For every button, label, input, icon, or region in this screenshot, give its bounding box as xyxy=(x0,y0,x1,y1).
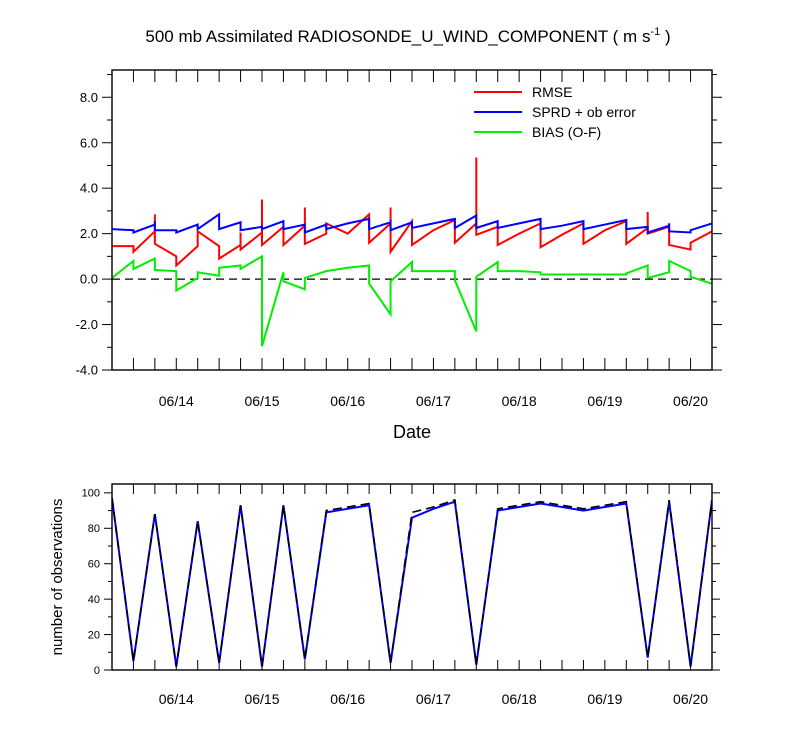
x-tick-label-06-19: 06/19 xyxy=(587,393,622,409)
y-tick-label: 100 xyxy=(82,488,100,500)
x-tick-label-06-20: 06/20 xyxy=(673,393,708,409)
x-tick-label-06-14: 06/14 xyxy=(159,691,194,707)
bottom-y-axis-label: number of observations xyxy=(49,499,66,656)
y-tick-label: 2.0 xyxy=(80,226,98,241)
x-tick-label-06-19: 06/19 xyxy=(587,691,622,707)
y-tick-label: 6.0 xyxy=(80,135,98,150)
y-tick-label: 20 xyxy=(88,629,100,641)
legend: RMSE SPRD + ob error BIAS (O-F) xyxy=(474,84,636,140)
x-tick-label-06-16: 06/16 xyxy=(330,691,365,707)
x-tick-label-06-15: 06/15 xyxy=(244,393,279,409)
plot-frame xyxy=(111,483,713,671)
x-tick-label-06-17: 06/17 xyxy=(416,691,451,707)
series-line-possible xyxy=(112,498,712,667)
top-x-axis-label: Date xyxy=(393,422,431,442)
title-main: 500 mb Assimilated RADIOSONDE_U_WIND_COM… xyxy=(145,27,650,46)
title-end: ) xyxy=(660,27,670,46)
y-tick-label: 0.0 xyxy=(80,272,98,287)
y-tick-label: 80 xyxy=(88,523,100,535)
y-tick-label: 4.0 xyxy=(80,181,98,196)
legend-label-rmse: RMSE xyxy=(532,84,572,100)
svg-text:500 mb Assimilated RADIOSONDE_: 500 mb Assimilated RADIOSONDE_U_WIND_COM… xyxy=(145,26,670,46)
figure-title: 500 mb Assimilated RADIOSONDE_U_WIND_COM… xyxy=(145,26,670,46)
top-panel: 06/14 06/15 06/16 06/17 06/18 06/19 06/20 -4.0 -… xyxy=(76,69,722,409)
x-tick-label-06-18: 06/18 xyxy=(502,691,537,707)
title-superscript: -1 xyxy=(650,26,660,38)
series-line-sprd-ob-error xyxy=(112,212,712,234)
y-tick-label: 8.0 xyxy=(80,90,98,105)
x-tick-label-06-14: 06/14 xyxy=(159,393,194,409)
y-tick-label: 60 xyxy=(88,559,100,571)
y-tick-label: 0 xyxy=(94,665,100,677)
series-line-rmse xyxy=(112,157,712,268)
y-tick-label: -4.0 xyxy=(76,363,98,378)
legend-label-bias-o-f: BIAS (O-F) xyxy=(532,124,601,140)
x-tick-label-06-16: 06/16 xyxy=(330,393,365,409)
x-tick-label-06-15: 06/15 xyxy=(244,691,279,707)
bottom-panel: 06/14 06/15 06/16 06/17 06/18 06/19 06/20 0 20 40… xyxy=(82,483,720,707)
series-line-bias-o-f xyxy=(112,254,712,347)
y-tick-label: 40 xyxy=(88,594,100,606)
x-tick-label-06-18: 06/18 xyxy=(502,393,537,409)
x-tick-label-06-20: 06/20 xyxy=(673,691,708,707)
legend-label-sprd-ob-error: SPRD + ob error xyxy=(532,104,636,120)
y-tick-label: -2.0 xyxy=(76,317,98,332)
series-line-assimilated xyxy=(112,498,712,667)
plot-frame xyxy=(111,69,713,371)
x-tick-label-06-17: 06/17 xyxy=(416,393,451,409)
